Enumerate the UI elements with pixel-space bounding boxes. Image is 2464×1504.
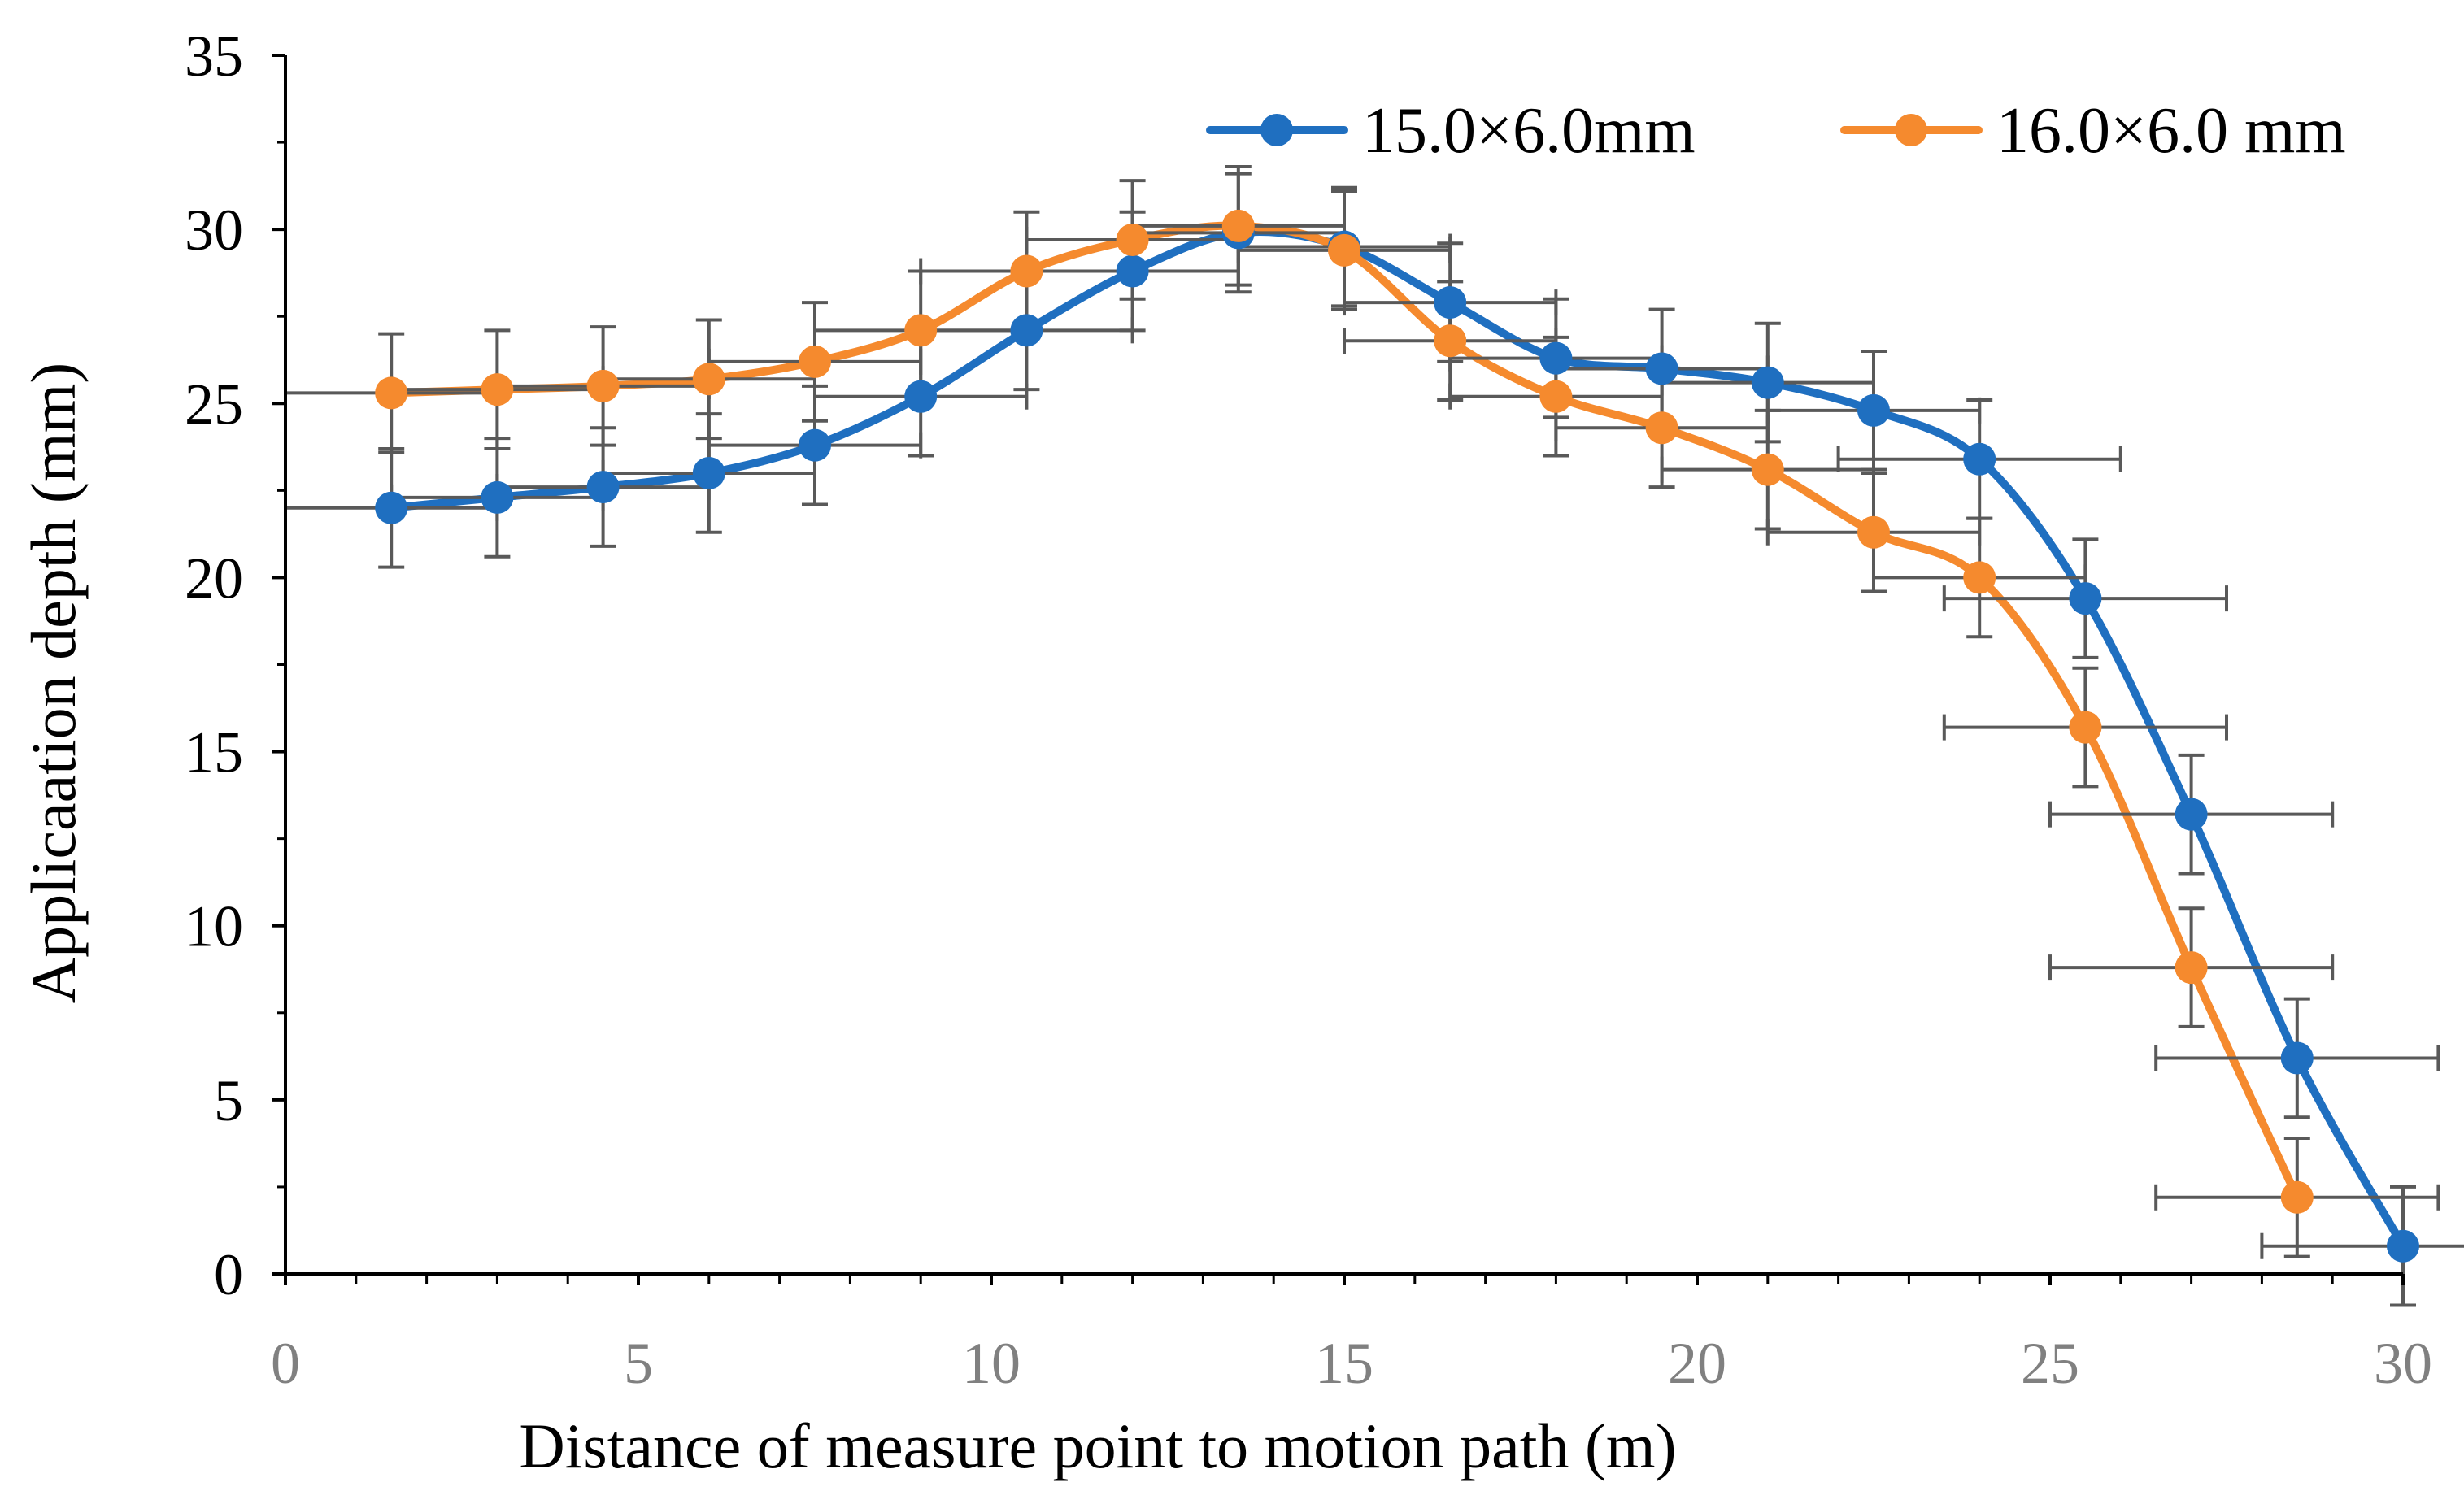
data-point-s2-15: [1857, 515, 1890, 549]
data-point-s2-17: [2069, 711, 2102, 744]
legend: 15.0×6.0mm 16.0×6.0 mm: [1206, 95, 2346, 167]
x-axis-title: Distance of measure point to motion path…: [519, 1411, 1676, 1481]
data-point-s2-6: [904, 314, 938, 347]
data-point-s2-1: [375, 376, 408, 410]
data-point-s1-11: [1434, 286, 1467, 319]
data-point-s1-3: [586, 471, 620, 504]
data-point-s1-2: [481, 480, 514, 514]
y-tick-label-30: 30: [185, 198, 243, 263]
series-line-2: [387, 221, 2301, 1202]
legend-marker-2: [1895, 114, 1927, 146]
data-point-s1-13: [1645, 352, 1678, 385]
data-point-s1-14: [1751, 366, 1784, 399]
legend-marker-1: [1260, 114, 1293, 146]
data-point-s2-12: [1539, 380, 1573, 413]
x-tick-label-15: 15: [1315, 1331, 1373, 1396]
y-tick-label-5: 5: [214, 1068, 243, 1133]
y-tick-label-0: 0: [214, 1242, 243, 1307]
data-point-s1-16: [1963, 442, 1996, 476]
y-tick-label-35: 35: [185, 24, 243, 89]
data-point-s2-8: [1116, 223, 1149, 256]
series-line-1: [387, 227, 2407, 1250]
legend-label-2: 16.0×6.0 mm: [1996, 95, 2346, 167]
x-tick-label-0: 0: [271, 1331, 300, 1396]
plot-area: [284, 165, 2464, 1307]
y-axis-title: Applicaation depth (mm): [18, 363, 89, 1003]
data-point-s2-3: [586, 369, 620, 402]
x-tick-label-20: 20: [1668, 1331, 1726, 1396]
y-tick-label-25: 25: [185, 372, 243, 437]
data-point-s1-17: [2069, 582, 2102, 615]
data-point-s1-6: [904, 380, 938, 413]
x-tick-label-30: 30: [2374, 1331, 2432, 1396]
y-tick-label-20: 20: [185, 546, 243, 611]
data-point-s1-4: [692, 456, 725, 489]
data-point-s2-14: [1751, 453, 1784, 486]
data-point-s2-16: [1963, 561, 1996, 594]
data-point-s1-8: [1116, 254, 1149, 288]
data-point-s2-11: [1434, 324, 1467, 358]
data-point-s1-5: [799, 428, 831, 462]
data-point-s1-19: [2280, 1041, 2314, 1075]
data-point-s2-9: [1221, 209, 1255, 242]
data-point-s2-4: [692, 363, 725, 396]
x-tick-label-25: 25: [2021, 1331, 2079, 1396]
x-tick-label-5: 5: [624, 1331, 653, 1396]
data-point-s2-5: [799, 345, 831, 378]
data-point-s1-18: [2175, 798, 2208, 831]
data-point-s1-20: [2387, 1229, 2419, 1263]
data-point-s1-1: [375, 491, 408, 524]
data-point-s1-15: [1857, 393, 1890, 427]
x-tick-label-10: 10: [962, 1331, 1021, 1396]
y-tick-label-10: 10: [185, 894, 243, 959]
data-point-s2-19: [2280, 1180, 2314, 1214]
data-point-s2-10: [1328, 233, 1360, 267]
data-point-s2-2: [481, 373, 514, 406]
ticks: 0 5 10 15 20 25 30 35 0 5 10 15 20 25 30: [185, 24, 2432, 1396]
legend-label-1: 15.0×6.0mm: [1362, 95, 1696, 167]
data-point-s1-7: [1010, 314, 1043, 347]
data-point-s2-13: [1645, 411, 1678, 445]
data-point-s2-7: [1010, 254, 1043, 288]
data-point-s2-18: [2175, 951, 2208, 985]
data-point-s1-12: [1539, 341, 1573, 375]
y-tick-label-15: 15: [185, 720, 243, 785]
